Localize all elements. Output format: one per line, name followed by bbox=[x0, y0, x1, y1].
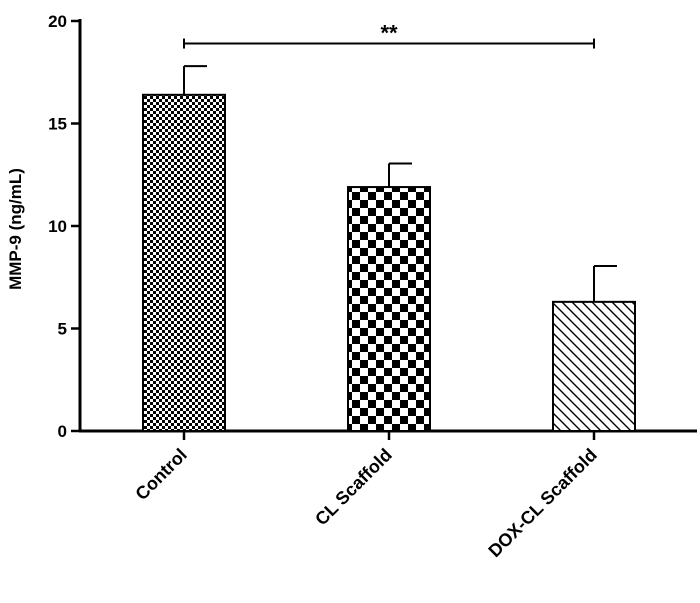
x-category-label: CL Scaffold bbox=[311, 445, 396, 530]
significance-bracket: ** bbox=[183, 21, 595, 49]
significance-label: ** bbox=[380, 21, 398, 46]
y-tick-label: 15 bbox=[48, 115, 67, 134]
x-axis: Control CL Scaffold DOX-CL Scaffold bbox=[79, 429, 697, 561]
x-category-label: DOX-CL Scaffold bbox=[484, 445, 600, 561]
bars bbox=[142, 93, 636, 433]
y-tick-label: 10 bbox=[48, 217, 67, 236]
y-tick-label: 0 bbox=[58, 422, 67, 441]
error-bars bbox=[183, 65, 617, 302]
x-category-label: Control bbox=[131, 445, 190, 504]
y-axis-title: MMP-9 (ng/mL) bbox=[6, 168, 25, 290]
bar bbox=[552, 300, 636, 432]
y-tick-label: 20 bbox=[48, 12, 67, 31]
y-tick-label: 5 bbox=[58, 320, 67, 339]
y-axis: 0 5 10 15 20 bbox=[48, 12, 82, 441]
bar bbox=[347, 186, 431, 432]
bar bbox=[142, 93, 226, 433]
